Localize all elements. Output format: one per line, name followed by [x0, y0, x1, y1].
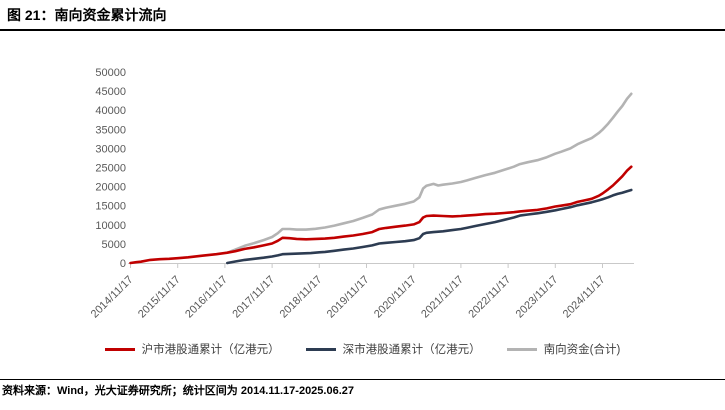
legend-label-total: 南向资金(合计) [543, 344, 621, 356]
series-line-shenzhen [226, 188, 633, 265]
x-axis [128, 263, 634, 268]
y-tick-label: 20000 [95, 182, 126, 194]
x-tick-label: 2016/11/17 [183, 274, 230, 321]
y-tick-label: 40000 [95, 105, 126, 117]
y-tick-label: 0 [120, 258, 126, 270]
y-tick-label: 45000 [95, 86, 126, 98]
series-line-southbound-total [226, 92, 633, 254]
y-tick-label: 25000 [95, 163, 126, 175]
legend-label-shanghai: 沪市港股通累计（亿港元） [141, 344, 280, 356]
x-tick-label: 2014/11/17 [89, 274, 136, 321]
legend-item-total: 南向资金(合计) [506, 341, 621, 357]
figure-title: 图 21：南向资金累计流向 [7, 7, 167, 23]
y-tick-label: 15000 [95, 201, 126, 213]
legend-item-shanghai: 沪市港股通累计（亿港元） [104, 341, 280, 357]
y-tick-label: 35000 [95, 124, 126, 136]
x-tick-label: 2018/11/17 [278, 274, 325, 321]
y-axis-labels: 0 5000 10000 15000 20000 25000 30000 35000 40000… [95, 67, 126, 270]
source-note-bar: 资料来源：Wind，光大证券研究所；统计区间为 2014.11.17-2025.… [0, 379, 725, 398]
x-tick-label: 2023/11/17 [514, 274, 561, 321]
x-tick-label: 2017/11/17 [230, 274, 277, 321]
legend-line-swatch-total [506, 347, 537, 351]
legend-line-swatch-shenzhen [305, 347, 336, 351]
x-tick-label: 2020/11/17 [372, 274, 419, 321]
x-tick-label: 2019/11/17 [325, 274, 372, 321]
y-tick-label: 5000 [102, 239, 126, 251]
x-axis-labels: 2014/11/17 2015/11/17 2016/11/17 2017/11/17… [89, 274, 608, 321]
legend-label-shenzhen: 深市港股通累计（亿港元） [342, 344, 481, 356]
series-line-shanghai [129, 165, 633, 265]
x-tick-label: 2024/11/17 [561, 274, 608, 321]
y-tick-label: 10000 [95, 220, 126, 232]
y-tick-label: 50000 [95, 67, 126, 79]
source-note: 资料来源：Wind，光大证券研究所；统计区间为 2014.11.17-2025.… [2, 385, 354, 397]
x-tick-label: 2015/11/17 [136, 274, 183, 321]
plot-lines [129, 92, 633, 265]
x-tick-label: 2021/11/17 [419, 274, 466, 321]
legend-line-swatch-shanghai [104, 347, 135, 351]
legend-item-shenzhen: 深市港股通累计（亿港元） [305, 341, 481, 357]
figure-title-bar: 图 21：南向资金累计流向 [0, 0, 725, 31]
chart-legend: 沪市港股通累计（亿港元） 深市港股通累计（亿港元） 南向资金(合计) [0, 341, 725, 357]
y-tick-label: 30000 [95, 143, 126, 155]
x-tick-label: 2022/11/17 [466, 274, 513, 321]
